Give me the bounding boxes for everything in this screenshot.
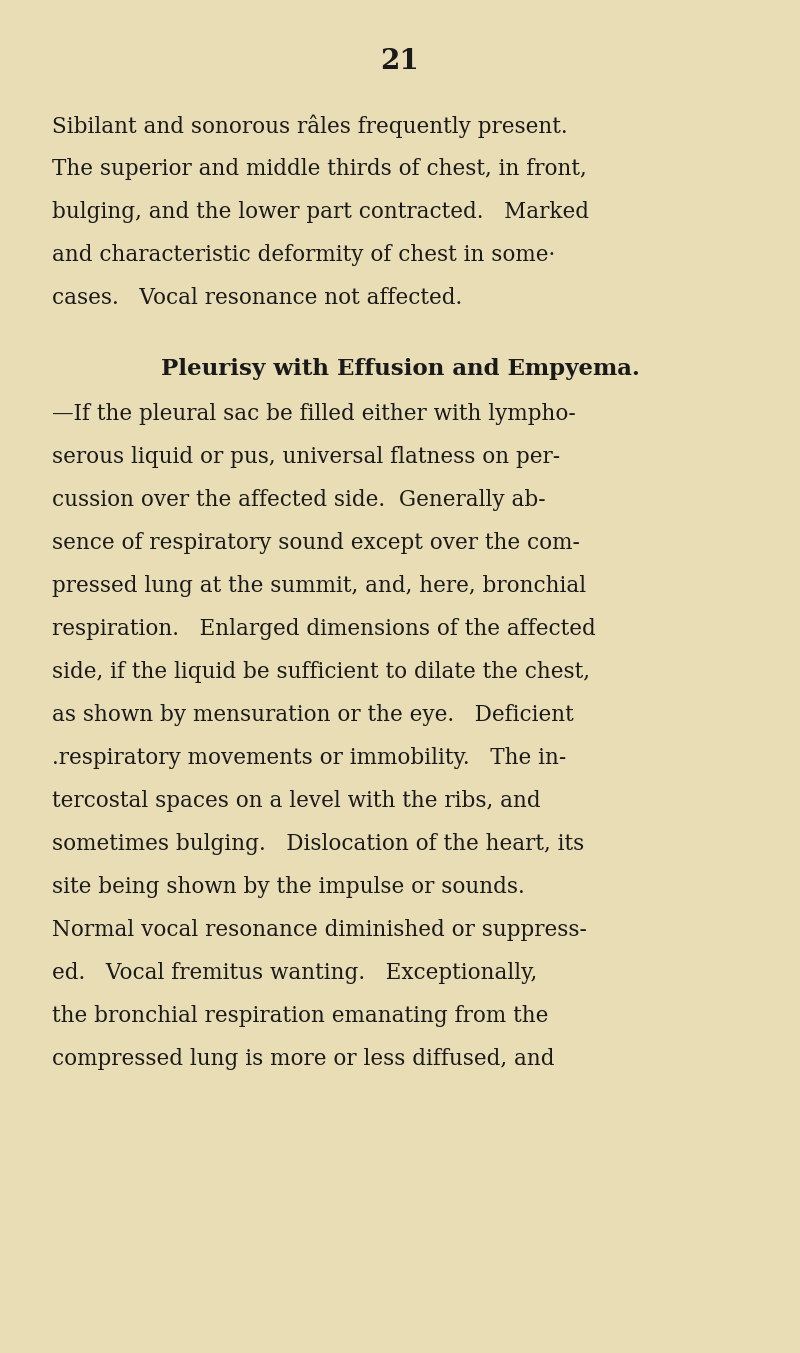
Text: side, if the liquid be sufficient to dilate the chest,: side, if the liquid be sufficient to dil… bbox=[52, 662, 590, 683]
Text: compressed lung is more or less diffused, and: compressed lung is more or less diffused… bbox=[52, 1049, 554, 1070]
Text: pressed lung at the summit, and, here, bronchial: pressed lung at the summit, and, here, b… bbox=[52, 575, 586, 597]
Text: 21: 21 bbox=[381, 47, 419, 74]
Text: bulging, and the lower part contracted.   Marked: bulging, and the lower part contracted. … bbox=[52, 202, 589, 223]
Text: .respiratory movements or immobility.   The in-: .respiratory movements or immobility. Th… bbox=[52, 747, 566, 769]
Text: sometimes bulging.   Dislocation of the heart, its: sometimes bulging. Dislocation of the he… bbox=[52, 833, 584, 855]
Text: —If the pleural sac be filled either with lympho-: —If the pleural sac be filled either wit… bbox=[52, 403, 576, 425]
Text: cases.   Vocal resonance not affected.: cases. Vocal resonance not affected. bbox=[52, 287, 462, 308]
Text: as shown by mensuration or the eye.   Deficient: as shown by mensuration or the eye. Defi… bbox=[52, 704, 574, 727]
Text: serous liquid or pus, universal flatness on per-: serous liquid or pus, universal flatness… bbox=[52, 446, 560, 468]
Text: respiration.   Enlarged dimensions of the affected: respiration. Enlarged dimensions of the … bbox=[52, 618, 596, 640]
Text: Normal vocal resonance diminished or suppress-: Normal vocal resonance diminished or sup… bbox=[52, 919, 587, 940]
Text: ed.   Vocal fremitus wanting.   Exceptionally,: ed. Vocal fremitus wanting. Exceptionall… bbox=[52, 962, 538, 984]
Text: cussion over the affected side.  Generally ab-: cussion over the affected side. Generall… bbox=[52, 488, 546, 511]
Text: and characteristic deformity of chest in some·: and characteristic deformity of chest in… bbox=[52, 244, 555, 267]
Text: site being shown by the impulse or sounds.: site being shown by the impulse or sound… bbox=[52, 875, 525, 898]
Text: Pleurisy with Effusion and Empyema.: Pleurisy with Effusion and Empyema. bbox=[161, 359, 639, 380]
Text: Sibilant and sonorous râles frequently present.: Sibilant and sonorous râles frequently p… bbox=[52, 115, 568, 138]
Text: tercostal spaces on a level with the ribs, and: tercostal spaces on a level with the rib… bbox=[52, 790, 541, 812]
Text: sence of respiratory sound except over the com-: sence of respiratory sound except over t… bbox=[52, 532, 580, 553]
Text: The superior and middle thirds of chest, in front,: The superior and middle thirds of chest,… bbox=[52, 158, 586, 180]
Text: the bronchial respiration emanating from the: the bronchial respiration emanating from… bbox=[52, 1005, 548, 1027]
